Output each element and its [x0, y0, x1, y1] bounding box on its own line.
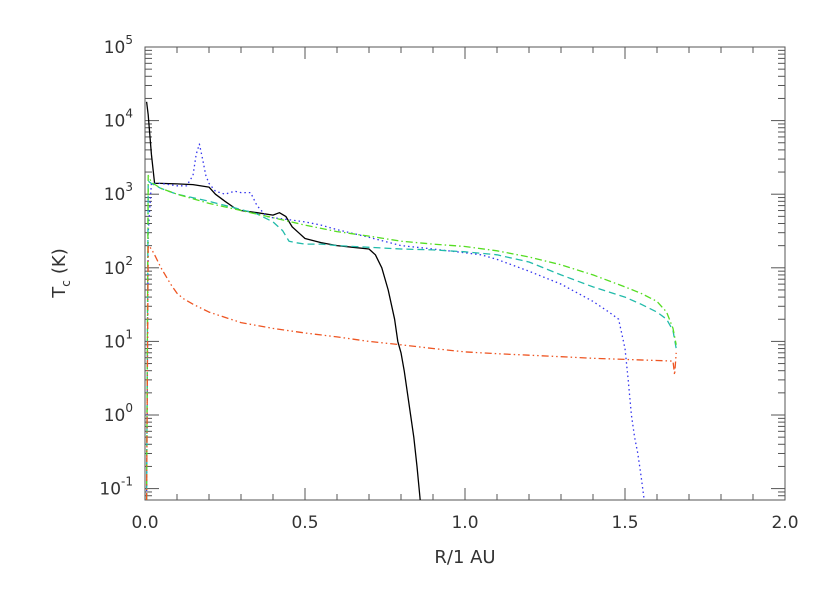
x-tick-label: 1.0: [451, 513, 478, 533]
series-line-5: [145, 244, 677, 501]
y-tick-label: 105: [104, 33, 133, 58]
x-tick-label: 2.0: [771, 513, 798, 533]
y-tick-label: 104: [104, 107, 133, 132]
axis-ticks: [144, 46, 786, 501]
y-axis-title-sub: c: [59, 280, 73, 287]
svg-text:Tc(K): Tc (K): [49, 248, 73, 298]
series-line-1: [145, 101, 421, 501]
plot-frame: [144, 46, 786, 501]
x-tick-labels: 0.0 0.5 1.0 1.5 2.0: [131, 513, 798, 533]
y-axis-title-unit: (K): [49, 248, 70, 274]
x-tick-label: 0.5: [291, 513, 318, 533]
y-axis-title-main: T: [49, 286, 70, 299]
y-tick-label: 100: [104, 401, 133, 426]
series-line-4: [145, 174, 677, 501]
y-tick-label: 10-1: [99, 475, 133, 500]
x-tick-label: 0.0: [131, 513, 158, 533]
y-tick-label: 102: [104, 254, 133, 279]
y-axis-title: Tc (K): [49, 248, 73, 298]
x-axis-title: R/1 AU: [434, 547, 495, 568]
data-series: [145, 101, 677, 501]
y-tick-labels: 10-1 100 101 102 103 104 105: [99, 33, 133, 500]
y-tick-label: 101: [104, 327, 133, 352]
series-line-3: [145, 180, 677, 501]
x-tick-label: 1.5: [611, 513, 638, 533]
y-tick-label: 103: [104, 180, 133, 205]
